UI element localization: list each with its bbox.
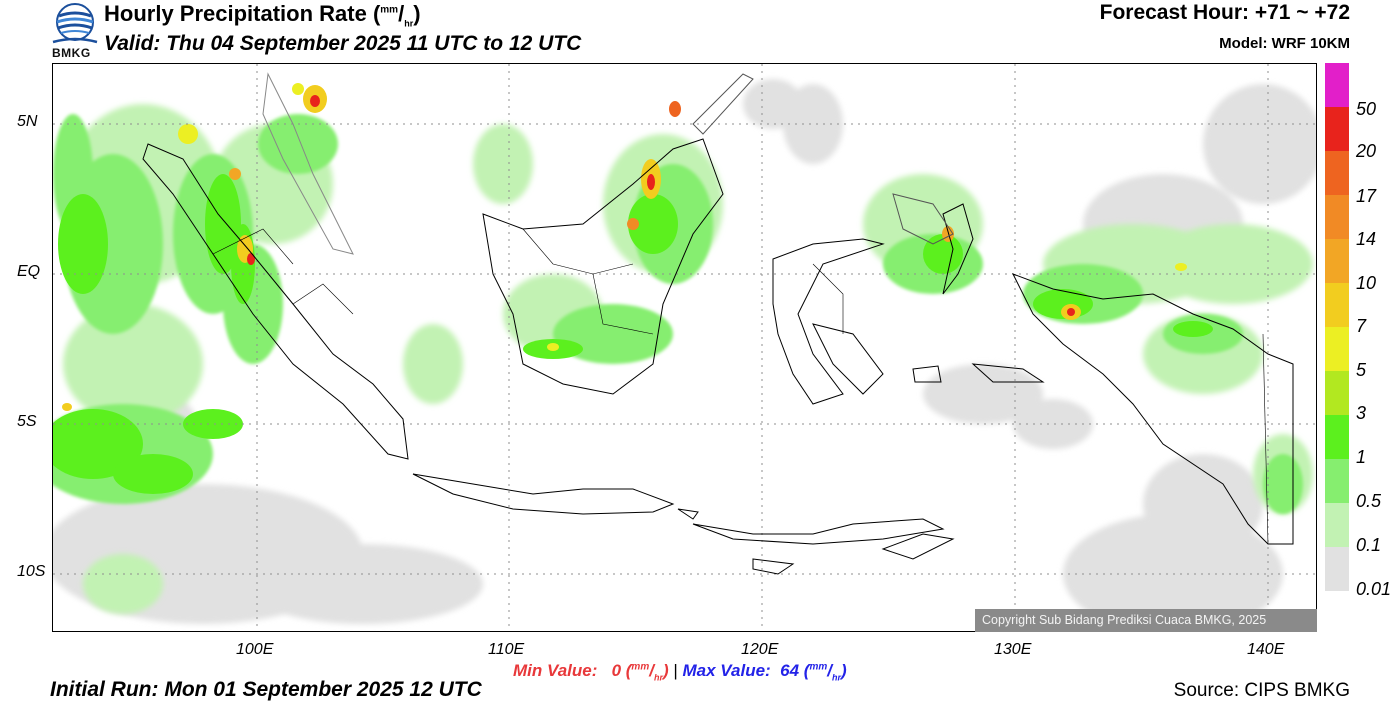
lat-label-5s: 5S (17, 413, 37, 430)
timor-coastline (881, 533, 955, 560)
colorbar-label-5: 5 (1356, 360, 1367, 380)
bmkg-logo (50, 2, 100, 60)
bali-coastline (677, 508, 699, 520)
colorbar-label-50: 50 (1356, 99, 1377, 119)
max-value: Max Value: 64 (mm/hr) (682, 661, 847, 683)
lon-label-100e: 100E (236, 641, 274, 658)
lon-label-130e: 130E (994, 641, 1032, 658)
colorbar-segment-14 (1325, 195, 1349, 239)
valid-time: Valid: Thu 04 September 2025 11 UTC to 1… (104, 32, 582, 55)
colorbar-label-3: 3 (1356, 403, 1367, 423)
colorbar-label-0-01: 0.01 (1356, 579, 1392, 599)
precip-layer-heavy-green (53, 174, 1213, 494)
seram-coastline (971, 363, 1045, 383)
sumba-coastline (752, 558, 795, 575)
colorbar-label-1: 1 (1356, 447, 1367, 467)
min-value: Min Value: 0 (mm/hr) (513, 661, 669, 683)
buru-coastline (912, 365, 942, 383)
model-name: Model: WRF 10KM (1219, 35, 1350, 52)
map-canvas (53, 64, 1316, 631)
lesser-sunda-coastline (692, 518, 945, 545)
colorbar-label-10: 10 (1356, 273, 1377, 293)
colorbar-segment-5 (1325, 327, 1349, 371)
colorbar-segment-0-1 (1325, 503, 1349, 547)
borneo-coastline (482, 138, 724, 395)
map-title: Hourly Precipitation Rate (mm/hr) (104, 1, 421, 29)
colorbar-label-17: 17 (1356, 186, 1377, 206)
coastlines (142, 72, 1294, 575)
halmahera-coastline (942, 203, 974, 295)
sulawesi-se-arm (812, 323, 884, 395)
colorbar-segment-10 (1325, 239, 1349, 283)
colorbar-segment-1 (1325, 415, 1349, 459)
copyright-notice: Copyright Sub Bidang Prediksi Cuaca BMKG… (975, 609, 1317, 632)
admin-borders (212, 228, 1269, 545)
bmkg-globe-logo-icon (52, 3, 98, 44)
lat-label-eq: EQ (17, 263, 41, 280)
malay-peninsula-coastline (262, 72, 354, 255)
min-max-values: Min Value: 0 (mm/hr) | Max Value: 64 (mm… (513, 661, 847, 682)
map-gridlines (53, 64, 1316, 631)
papua-coastline (1011, 273, 1294, 545)
java-coastline (412, 473, 675, 515)
colorbar-segment-7 (1325, 283, 1349, 327)
colorbar-segment-0-01 (1325, 547, 1349, 591)
colorbar-label-0-1: 0.1 (1356, 535, 1382, 555)
colorbar-segment-50 (1325, 63, 1349, 107)
forecast-hour: Forecast Hour: +71 ~ +72 (1099, 1, 1350, 24)
source-credit: Source: CIPS BMKG (1173, 680, 1350, 701)
colorbar-segment-17 (1325, 151, 1349, 195)
lat-label-5n: 5N (17, 113, 38, 130)
lon-label-140e: 140E (1247, 641, 1285, 658)
lat-label-10s: 10S (17, 563, 46, 580)
colorbar-label-20: 20 (1356, 141, 1377, 161)
logo-text: BMKG (52, 46, 91, 60)
colorbar-segment-3 (1325, 371, 1349, 415)
colorbar-label-0-5: 0.5 (1356, 491, 1382, 511)
precip-layer-intense (62, 83, 1187, 411)
colorbar (1325, 63, 1349, 591)
lon-label-120e: 120E (741, 641, 779, 658)
palawan-coastline (692, 73, 754, 135)
initial-run: Initial Run: Mon 01 September 2025 12 UT… (50, 678, 482, 701)
sumatra-coastline (142, 143, 409, 460)
colorbar-segment-0-5 (1325, 459, 1349, 503)
sulawesi-coastline (772, 238, 885, 405)
precipitation-map[interactable] (52, 63, 1317, 632)
mindanao-coastline (892, 193, 954, 245)
colorbar-segment-20 (1325, 107, 1349, 151)
lon-label-110e: 110E (488, 641, 525, 658)
colorbar-label-7: 7 (1356, 316, 1367, 336)
colorbar-label-14: 14 (1356, 229, 1377, 249)
min-max-separator: | (673, 661, 678, 680)
